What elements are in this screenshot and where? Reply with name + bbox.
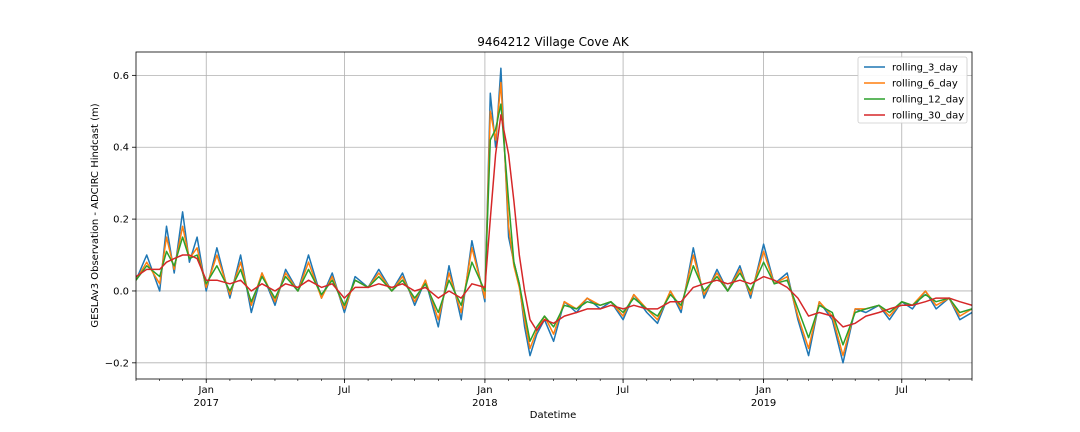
x-tick-year-label: 2017 (194, 398, 219, 409)
x-tick-label: Jan (198, 385, 214, 396)
legend-label: rolling_30_day (892, 111, 964, 122)
series-layer (136, 67, 972, 364)
y-tick-label: 0.2 (113, 215, 129, 226)
series-line-rolling-30-day (136, 114, 972, 332)
series-line-rolling-12-day (136, 103, 972, 346)
grid (136, 52, 972, 379)
plot-frame (135, 51, 973, 380)
x-tick-label: Jul (895, 385, 908, 396)
legend-box (857, 56, 968, 124)
x-tick-label: Jan (755, 385, 771, 396)
y-tick-label: −0.2 (105, 358, 129, 369)
x-axis-label: Datetime (530, 410, 577, 421)
chart-title: 9464212 Village Cove AK (477, 35, 630, 49)
x-tick-label: Jan (476, 385, 492, 396)
x-tick-label: Jul (337, 385, 350, 396)
x-axis: Jan 2017 Jul Jan 2018 Jul Jan 2019 Jul (135, 379, 973, 409)
y-tick-label: 0.0 (113, 286, 129, 297)
legend-label: rolling_12_day (892, 95, 964, 106)
x-tick-year-label: 2018 (472, 398, 497, 409)
y-axis: −0.2 0.0 0.2 0.4 0.6 (105, 71, 136, 369)
y-tick-label: 0.6 (113, 71, 129, 82)
legend-label: rolling_6_day (892, 79, 958, 90)
x-tick-year-label: 2019 (751, 398, 776, 409)
y-axis-label: GESLAv3 Observation - ADCIRC Hindcast (m… (90, 103, 101, 327)
legend-label: rolling_3_day (892, 63, 958, 74)
y-tick-label: 0.4 (113, 143, 129, 154)
legend: rolling_3_day rolling_6_day rolling_12_day… (857, 56, 968, 124)
x-tick-label: Jul (616, 385, 629, 396)
